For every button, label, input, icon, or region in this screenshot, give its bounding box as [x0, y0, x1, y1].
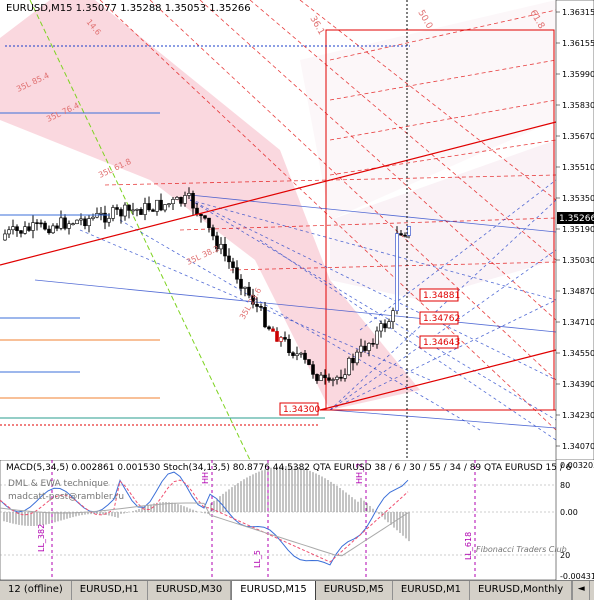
- indicator-tick: 0.003203: [560, 461, 594, 470]
- tab-eurusd-m15[interactable]: EURUSD,M15: [231, 581, 316, 600]
- indicator-tick: -0.00431: [560, 572, 594, 580]
- tab-eurusd-m5[interactable]: EURUSD,M5: [316, 581, 393, 600]
- price-tick: 1.34070: [562, 442, 594, 451]
- indicator-chart[interactable]: LL_382 LL_5 HH HH_2 LL_618 Fibonacci Tra…: [0, 459, 594, 581]
- tab-eurusd-m30[interactable]: EURUSD,M30: [148, 581, 232, 600]
- tab-offline[interactable]: 12 (offline): [0, 581, 72, 600]
- indicator-tick: 20: [560, 551, 570, 560]
- price-chart[interactable]: 36.1 50.0 61.8 14.6 35L 85.4 35L 76.4 35…: [0, 0, 594, 580]
- scroll-left-icon[interactable]: ◄: [572, 581, 589, 600]
- tab-eurusd-m1[interactable]: EURUSD,M1: [393, 581, 470, 600]
- price-tick: 1.35350: [562, 194, 594, 203]
- svg-text:1.34762: 1.34762: [423, 314, 460, 324]
- price-tick: 1.34550: [562, 349, 594, 358]
- price-tick: 1.34870: [562, 287, 594, 296]
- fib-zone-upper: [300, 0, 556, 220]
- price-tick: 1.34230: [562, 411, 594, 420]
- symbol-info: EURUSD,M15 1.35077 1.35288 1.35053 1.352…: [6, 3, 251, 14]
- red-support-line: [319, 349, 557, 411]
- current-price-tag: 1.35266: [557, 212, 594, 224]
- price-box: 1.34881: [419, 288, 460, 302]
- green-trend-line: [29, 0, 251, 461]
- fib-channel-band: [0, 0, 420, 410]
- stoch-main-line: [0, 471, 409, 566]
- price-scale: 1.36315 1.36155 1.35990 1.35830 1.35670 1.355…: [556, 8, 594, 451]
- indicator-panel[interactable]: LL_382 LL_5 HH HH_2 LL_618 Fibonacci Tra…: [0, 459, 594, 581]
- price-tick: 1.35030: [562, 256, 594, 265]
- macd-histogram: [3, 466, 410, 542]
- indicator-note: madcatt-post@rambler.ru: [8, 492, 125, 502]
- candles: [3, 187, 411, 387]
- price-box: 1.34300: [279, 402, 320, 416]
- osc-label: LL_618: [464, 532, 473, 560]
- red-trend-line: [0, 121, 557, 266]
- macd-signal-line: [0, 502, 409, 557]
- indicator-scale: 0.003203 80 0.00 20 -0.00431: [560, 461, 594, 581]
- watermark: Fibonacci Traders Club: [476, 545, 567, 554]
- price-box: 1.34762: [419, 311, 460, 325]
- svg-text:1.34881: 1.34881: [423, 291, 460, 301]
- scroll-right-icon[interactable]: ►: [589, 581, 594, 600]
- svg-text:1.34643: 1.34643: [423, 338, 460, 348]
- svg-text:1.34300: 1.34300: [283, 405, 320, 415]
- osc-label: HH_2: [355, 463, 364, 484]
- fib-zone: [330, 140, 556, 300]
- price-tick: 1.36155: [562, 39, 594, 48]
- price-chart-panel[interactable]: 36.1 50.0 61.8 14.6 35L 85.4 35L 76.4 35…: [0, 0, 594, 580]
- price-tick: 1.35190: [562, 225, 594, 234]
- indicator-tick: 80: [560, 481, 570, 490]
- chart-tab-bar: 12 (offline) EURUSD,H1 EURUSD,M30 EURUSD…: [0, 580, 594, 600]
- indicator-note: DML & EWA technique: [8, 479, 109, 489]
- price-tick: 1.34710: [562, 318, 594, 327]
- osc-label: LL_382: [37, 524, 46, 552]
- indicator-header: MACD(5,34,5) 0.002861 0.001530 Stoch(34,…: [6, 463, 572, 473]
- svg-text:1.35266: 1.35266: [559, 214, 594, 224]
- indicator-tick: 0.00: [560, 508, 578, 517]
- price-tick: 1.34390: [562, 380, 594, 389]
- price-tick: 1.36315: [562, 8, 594, 17]
- price-box: 1.34643: [419, 335, 460, 349]
- price-tick: 1.35510: [562, 163, 594, 172]
- price-tick: 1.35670: [562, 132, 594, 141]
- price-tick: 1.35990: [562, 70, 594, 79]
- tab-eurusd-h1[interactable]: EURUSD,H1: [72, 581, 148, 600]
- price-tick: 1.35830: [562, 101, 594, 110]
- tab-eurusd-monthly[interactable]: EURUSD,Monthly: [470, 581, 573, 600]
- osc-label: LL_5: [253, 550, 262, 568]
- blue-lines: [34, 179, 557, 441]
- osc-label: HH: [201, 472, 210, 484]
